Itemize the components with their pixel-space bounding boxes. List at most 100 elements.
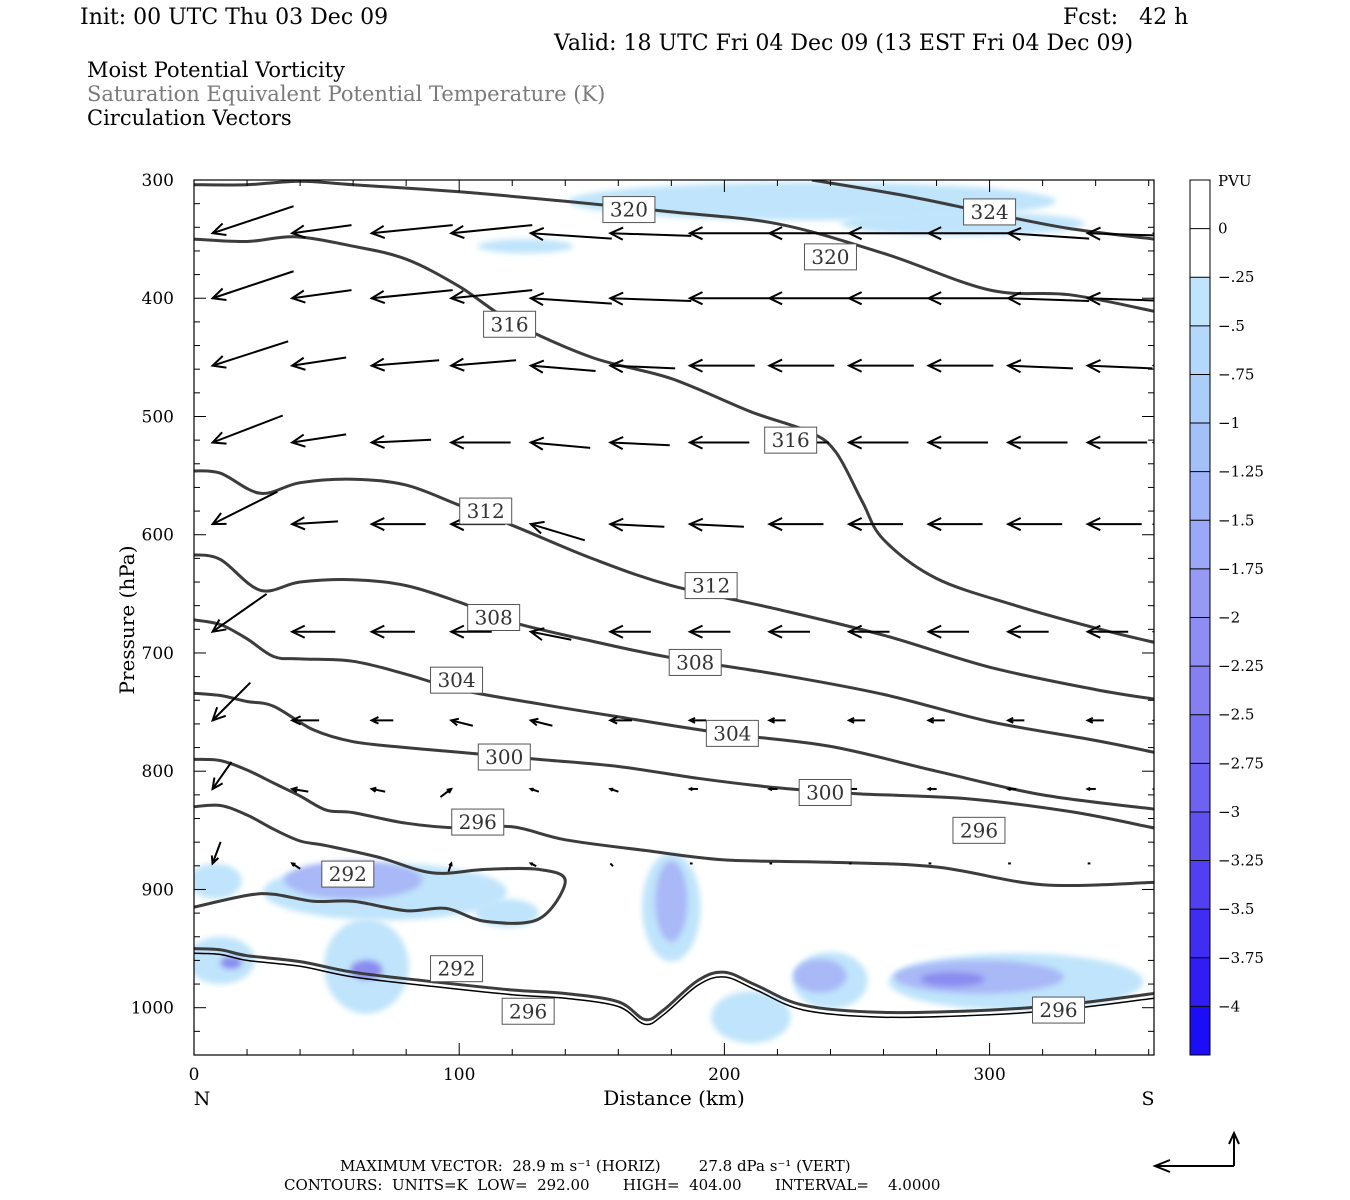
vector-shaft xyxy=(610,364,676,370)
vector-r2-c11 xyxy=(1085,359,1153,374)
contour-label-box-304-1 xyxy=(705,719,759,747)
vector-shaft xyxy=(211,593,268,633)
vector-r4-c6 xyxy=(687,517,744,532)
colorbar-label-9: −2.25 xyxy=(1218,657,1264,675)
vector-r4-c2 xyxy=(369,517,426,532)
contour-312-line-3 xyxy=(194,469,1154,701)
vector-head xyxy=(1151,297,1154,300)
title-mpv: Moist Potential Vorticity xyxy=(87,58,345,82)
vector-r8-c1 xyxy=(290,862,301,870)
vector-head xyxy=(289,715,302,726)
vector-r3-c3 xyxy=(448,435,511,450)
vector-r1-c6 xyxy=(687,291,771,306)
vector-shaft xyxy=(530,719,553,727)
vector-head xyxy=(926,226,942,241)
vector-r1-c4 xyxy=(528,292,612,307)
vector-head xyxy=(369,357,386,372)
vector-shaft xyxy=(291,356,347,367)
vector-head xyxy=(448,435,465,450)
vector-head xyxy=(846,226,863,241)
vector-shaft xyxy=(610,441,670,447)
x-tick-label-0: 0 xyxy=(189,1065,200,1085)
contour-label-312-0: 312 xyxy=(467,499,505,523)
vector-r0-c0 xyxy=(210,205,294,236)
contour-label-304-0: 304 xyxy=(437,668,475,692)
contour-label-292-0: 292 xyxy=(329,862,367,886)
mpv-region-0 xyxy=(567,182,1056,221)
vector-r2-c5 xyxy=(608,359,676,374)
vector-r6-c7 xyxy=(767,717,786,724)
vector-head xyxy=(1085,624,1101,639)
vector-head xyxy=(846,291,863,306)
vector-head xyxy=(687,358,703,373)
vector-head xyxy=(528,717,539,727)
colorbar-label-7: −1.75 xyxy=(1218,560,1264,578)
vector-shaft xyxy=(610,232,692,237)
vector-head xyxy=(1151,630,1154,633)
vector-r7-c3 xyxy=(439,787,454,798)
x-axis-label: Distance (km) xyxy=(603,1086,745,1110)
contour-label-box-300-0 xyxy=(477,743,531,771)
vector-head xyxy=(289,433,306,448)
colorbar-swatch-4 xyxy=(1190,374,1210,424)
colorbar-label-15: −3.75 xyxy=(1218,949,1264,967)
vector-shaft xyxy=(451,289,533,300)
colorbar-swatch-1 xyxy=(1190,228,1210,278)
y-tick-label-500: 500 xyxy=(142,407,174,427)
vector-head xyxy=(369,517,385,532)
contour-info-text: CONTOURS: UNITS=K LOW= 292.00 HIGH= 404.… xyxy=(284,1176,941,1194)
vector-head xyxy=(528,520,545,535)
vector-r2-c10 xyxy=(1005,359,1073,374)
vector-r3-c10 xyxy=(1005,435,1068,450)
vector-head xyxy=(528,862,533,866)
vector-head xyxy=(767,517,783,532)
vector-r0-c6 xyxy=(687,226,771,241)
x-endpoint-right: S xyxy=(1141,1088,1154,1110)
vector-r1-c8 xyxy=(846,291,931,306)
vector-shaft xyxy=(291,433,347,444)
vector-r6-c2 xyxy=(369,716,394,725)
mpv-region-5 xyxy=(475,898,539,928)
vector-shaft xyxy=(211,761,233,790)
vector-shaft xyxy=(1008,232,1090,240)
vector-head xyxy=(767,624,783,639)
vector-shaft xyxy=(212,490,278,525)
contour-label-308-1: 308 xyxy=(676,650,714,674)
colorbar-title: PVU xyxy=(1218,172,1252,190)
vector-head xyxy=(290,862,296,867)
vector-head xyxy=(528,436,545,451)
forecast-hour: Fcst: 42 h xyxy=(1063,5,1189,30)
vector-head xyxy=(369,290,386,304)
colorbar-swatch-15 xyxy=(1190,909,1210,958)
vector-r0-c4 xyxy=(528,227,612,241)
vector-head xyxy=(1151,232,1154,235)
vector-r5-c8 xyxy=(846,624,890,639)
vector-head xyxy=(210,618,227,634)
vector-r8-c5 xyxy=(609,862,614,867)
vector-r4-c10 xyxy=(1005,517,1063,532)
vector-head xyxy=(210,855,220,866)
colorbar-label-8: −2 xyxy=(1218,609,1240,627)
vector-head xyxy=(608,517,624,532)
contour-296-line-9 xyxy=(194,947,1154,1022)
contour-label-box-300-1 xyxy=(798,779,852,806)
vector-shaft xyxy=(530,232,612,240)
vector-r5-c0 xyxy=(210,593,268,634)
vector-head xyxy=(1085,226,1101,241)
colorbar-swatch-3 xyxy=(1190,325,1210,375)
vector-shaft xyxy=(530,630,572,641)
vector-head xyxy=(608,624,624,639)
contour-label-box-308-1 xyxy=(668,648,722,676)
vector-head xyxy=(448,357,465,372)
colorbar-label-6: −1.5 xyxy=(1218,511,1254,529)
vector-shaft xyxy=(291,224,352,235)
axes: 300 400 500 600 700 800 900 1000 0 100 200 300 xyxy=(131,171,1154,1085)
vector-r3-c4 xyxy=(528,436,591,451)
y-tick-label-1000: 1000 xyxy=(131,999,174,1019)
vector-head xyxy=(210,431,227,445)
contour-label-296-3: 296 xyxy=(509,999,547,1023)
vector-head xyxy=(926,786,932,792)
vector-r2-c2 xyxy=(369,357,440,372)
colorbar-label-14: −3.5 xyxy=(1218,900,1254,918)
